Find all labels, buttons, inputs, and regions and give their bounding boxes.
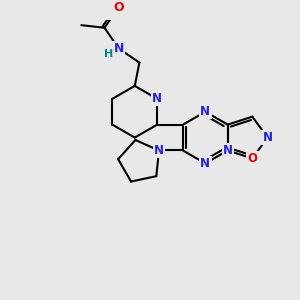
Text: N: N [200,157,210,170]
Text: N: N [113,42,124,55]
Text: H: H [104,49,113,59]
Text: N: N [223,144,233,157]
Text: O: O [113,1,124,13]
Text: N: N [200,105,210,118]
Text: N: N [154,144,164,157]
Text: N: N [152,92,162,105]
Text: O: O [247,152,257,165]
Text: N: N [262,131,272,144]
